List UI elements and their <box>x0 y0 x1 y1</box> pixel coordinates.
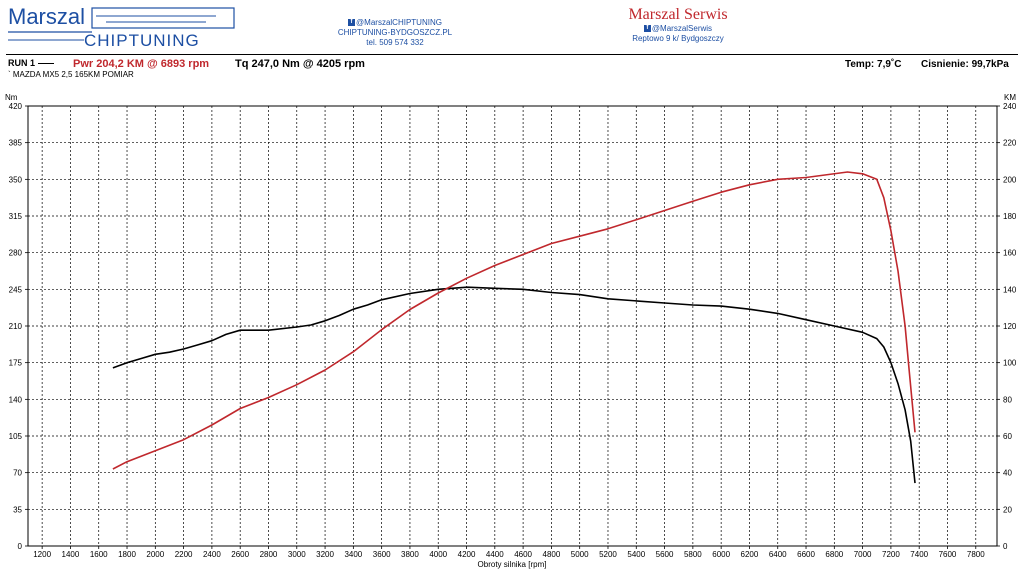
x-tick-label: 7800 <box>967 550 985 559</box>
x-tick-label: 2600 <box>231 550 249 559</box>
contact-facebook-handle: @MarszalCHIPTUNING <box>356 18 442 27</box>
x-tick-label: 1200 <box>33 550 51 559</box>
y-right-tick-label: 120 <box>1003 322 1017 331</box>
y-left-tick-label: 70 <box>13 469 22 478</box>
y-left-tick-label: 140 <box>9 395 23 404</box>
y-right-tick-label: 100 <box>1003 359 1017 368</box>
partner-name: Marszal Serwis <box>628 6 728 23</box>
y-right-tick-label: 240 <box>1003 102 1017 111</box>
logo-text-top: Marszal <box>8 4 85 29</box>
y-right-tick-label: 40 <box>1003 469 1012 478</box>
y-left-tick-label: 105 <box>9 432 23 441</box>
x-tick-label: 5600 <box>656 550 674 559</box>
x-tick-label: 5400 <box>627 550 645 559</box>
x-tick-label: 7200 <box>882 550 900 559</box>
x-axis-label: Obroty silnika [rpm] <box>478 560 547 569</box>
x-tick-label: 1600 <box>90 550 108 559</box>
x-tick-label: 2800 <box>260 550 278 559</box>
x-tick-label: 4800 <box>543 550 561 559</box>
grid <box>28 106 997 546</box>
x-tick-label: 6400 <box>769 550 787 559</box>
y-right-tick-label: 60 <box>1003 432 1012 441</box>
partner-logo: Marszal Serwis f @MarszalSerwis Reptowo 9… <box>610 6 746 44</box>
x-tick-label: 7400 <box>910 550 928 559</box>
temperature-text: Temp: 7,9˚C <box>845 59 902 70</box>
x-tick-label: 4600 <box>514 550 532 559</box>
y-right-tick-label: 0 <box>1003 542 1008 551</box>
y-left-tick-label: 210 <box>9 322 23 331</box>
x-tick-label: 6600 <box>797 550 815 559</box>
y-left-tick-label: 175 <box>9 359 23 368</box>
y-right-tick-label: 20 <box>1003 505 1012 514</box>
torque-peak-text: Tq 247,0 Nm @ 4205 rpm <box>235 58 365 70</box>
x-tick-label: 2200 <box>175 550 193 559</box>
power-curve <box>112 171 916 470</box>
y-left-tick-label: 350 <box>9 175 23 184</box>
power-peak-text: Pwr 204,2 KM @ 6893 rpm <box>73 58 210 70</box>
vehicle-description: ` MAZDA MX5 2,5 165KM POMIAR <box>8 70 134 79</box>
y-right-tick-label: 180 <box>1003 212 1017 221</box>
y-right-tick-label: 220 <box>1003 139 1017 148</box>
x-tick-label: 2400 <box>203 550 221 559</box>
x-tick-label: 3600 <box>373 550 391 559</box>
x-tick-label: 3400 <box>344 550 362 559</box>
facebook-icon: f <box>348 19 356 27</box>
y-left-tick-label: 245 <box>9 285 23 294</box>
y-right-tick-label: 200 <box>1003 175 1017 184</box>
y-right-tick-label: 160 <box>1003 249 1017 258</box>
x-tick-label: 6800 <box>825 550 843 559</box>
x-tick-label: 5800 <box>684 550 702 559</box>
header-divider <box>6 54 1018 55</box>
y-right-tick-label: 80 <box>1003 395 1012 404</box>
x-tick-label: 5000 <box>571 550 589 559</box>
logo-text-bottom: CHIPTUNING <box>84 31 200 50</box>
x-tick-label: 3800 <box>401 550 419 559</box>
right-axis-unit: KM <box>1004 93 1016 102</box>
y-left-tick-label: 35 <box>13 505 22 514</box>
partner-facebook: f @MarszalSerwis <box>610 24 746 34</box>
run-label: RUN 1 <box>8 58 36 68</box>
x-tick-label: 6200 <box>741 550 759 559</box>
x-tick-label: 7600 <box>939 550 957 559</box>
pressure-text: Cisnienie: 99,7kPa <box>921 59 1009 70</box>
partner-facebook-handle: @MarszalSerwis <box>651 24 713 33</box>
x-tick-label: 7000 <box>854 550 872 559</box>
x-tick-label: 4000 <box>429 550 447 559</box>
x-tick-label: 5200 <box>599 550 617 559</box>
series <box>112 171 916 484</box>
y-left-tick-label: 0 <box>18 542 23 551</box>
y-left-tick-label: 315 <box>9 212 23 221</box>
marszal-chiptuning-logo: Marszal CHIPTUNING <box>8 4 235 50</box>
x-tick-label: 6000 <box>712 550 730 559</box>
x-tick-label: 3200 <box>316 550 334 559</box>
y-left-tick-label: 385 <box>9 139 23 148</box>
contact-phone: tel. 509 574 332 <box>366 38 424 47</box>
torque-curve <box>112 286 916 484</box>
y-left-tick-label: 420 <box>9 102 23 111</box>
x-tick-label: 1800 <box>118 550 136 559</box>
contact-website: CHIPTUNING-BYDGOSZCZ.PL <box>337 28 453 37</box>
x-tick-label: 4200 <box>458 550 476 559</box>
x-tick-label: 2000 <box>146 550 164 559</box>
facebook-icon: f <box>643 25 651 33</box>
y-left-tick-label: 280 <box>9 249 23 258</box>
x-tick-label: 3000 <box>288 550 306 559</box>
x-tick-label: 1400 <box>62 550 80 559</box>
partner-address: Reptowo 9 k/ Bydgoszczy <box>632 34 724 43</box>
left-axis-unit: Nm <box>5 93 18 102</box>
x-tick-label: 4400 <box>486 550 504 559</box>
contact-block: f @MarszalCHIPTUNING CHIPTUNING-BYDGOSZCZ… <box>300 18 490 48</box>
y-right-tick-label: 140 <box>1003 285 1017 294</box>
contact-facebook: f @MarszalCHIPTUNING <box>300 18 490 28</box>
axes: 1200 1400 1600 1800 2000 2200 2400 2600 2800 3000… <box>9 102 1017 559</box>
run-line-swatch <box>38 63 54 64</box>
